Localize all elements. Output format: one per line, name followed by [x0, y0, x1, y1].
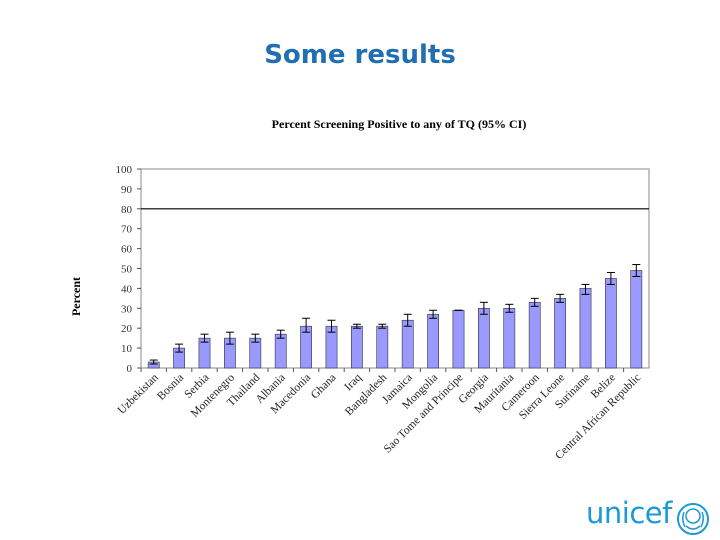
y-tick-label: 60 [121, 244, 133, 256]
unicef-emblem-icon [677, 503, 709, 535]
y-tick-label: 50 [121, 264, 133, 276]
x-tick-label: Ghana [309, 372, 339, 402]
bar [605, 278, 617, 369]
y-tick-label: 40 [121, 283, 133, 295]
y-tick-label: 90 [121, 184, 133, 196]
y-tick-label: 0 [127, 363, 133, 375]
bar [274, 333, 287, 369]
plot-area [140, 168, 650, 369]
bar [503, 307, 516, 369]
bar [554, 298, 566, 369]
unicef-logo-text: unicef [586, 496, 672, 530]
y-axis-label: Percent [69, 277, 83, 316]
bar [630, 270, 643, 369]
bar [528, 302, 541, 369]
bar [401, 319, 414, 369]
x-tick-label: Iraq [342, 371, 364, 393]
bar [351, 325, 363, 369]
y-tick-label: 80 [121, 204, 133, 216]
bar [452, 309, 465, 369]
slide-title: Some results [264, 40, 456, 70]
bar [376, 325, 389, 369]
x-tick-label: Bosnia [155, 372, 186, 403]
bar [478, 307, 490, 369]
y-tick-label: 30 [121, 303, 133, 315]
y-tick-label: 70 [121, 224, 133, 236]
bar [427, 313, 439, 369]
y-tick-label: 10 [121, 343, 133, 355]
y-tick-label: 100 [116, 164, 133, 176]
unicef-logo: unicef [586, 496, 714, 540]
y-tick-label: 20 [121, 323, 133, 335]
bar [579, 288, 592, 369]
chart-title: Percent Screening Positive to any of TQ … [272, 117, 527, 131]
